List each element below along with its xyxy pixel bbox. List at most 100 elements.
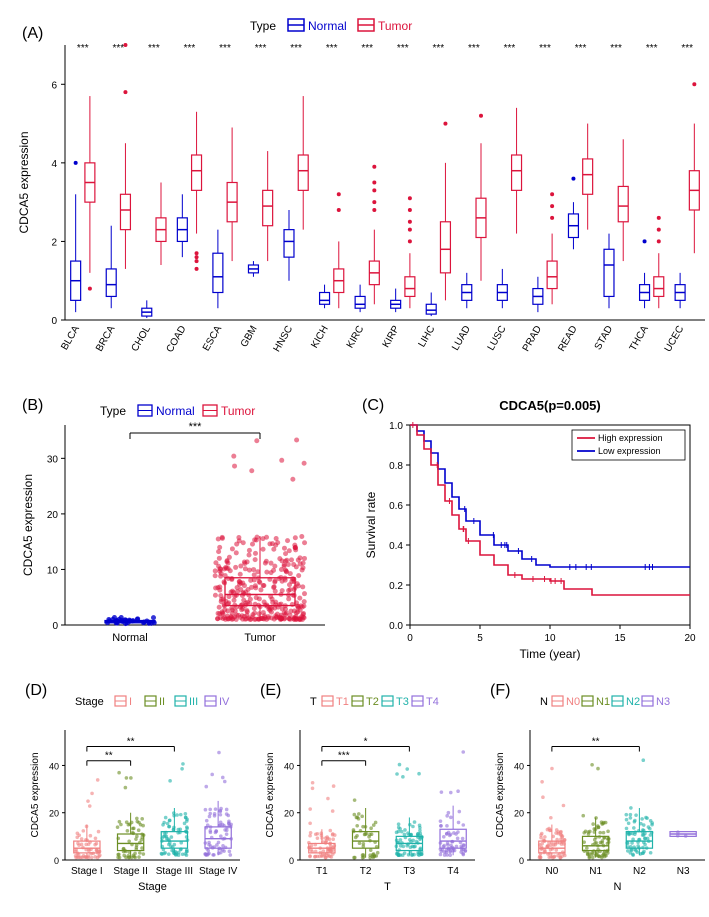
svg-text:PRAD: PRAD: [521, 324, 544, 354]
svg-text:KIRC: KIRC: [345, 324, 366, 350]
svg-text:*: *: [364, 737, 368, 748]
svg-text:N2: N2: [626, 696, 640, 708]
svg-text:I: I: [129, 696, 132, 708]
svg-text:0: 0: [52, 621, 58, 632]
svg-text:***: ***: [148, 43, 160, 54]
svg-text:LUAD: LUAD: [450, 324, 473, 353]
svg-text:0: 0: [54, 856, 59, 866]
svg-text:***: ***: [539, 43, 551, 54]
svg-text:LUSC: LUSC: [486, 324, 509, 353]
svg-text:40: 40: [49, 761, 59, 771]
svg-text:T4: T4: [426, 696, 439, 708]
svg-text:T2: T2: [360, 866, 372, 877]
svg-text:Stage I: Stage I: [71, 866, 103, 877]
svg-text:STAD: STAD: [593, 324, 615, 352]
svg-text:LIHC: LIHC: [417, 324, 438, 349]
svg-text:COAD: COAD: [165, 324, 189, 355]
svg-text:***: ***: [338, 751, 350, 762]
panel-d: (D)StageIIIIIIIV02040CDCA5 expressionSta…: [25, 682, 240, 893]
svg-text:***: ***: [255, 43, 267, 54]
svg-text:***: ***: [432, 43, 444, 54]
svg-text:15: 15: [614, 633, 626, 644]
svg-text:***: ***: [681, 43, 693, 54]
svg-text:BLCA: BLCA: [59, 324, 82, 352]
svg-text:0.6: 0.6: [389, 501, 403, 512]
svg-text:***: ***: [610, 43, 622, 54]
svg-text:Stage III: Stage III: [156, 866, 193, 877]
panel-a-label: (A): [22, 25, 43, 42]
svg-text:***: ***: [646, 43, 658, 54]
svg-text:6: 6: [51, 80, 57, 91]
svg-text:**: **: [127, 737, 135, 748]
svg-text:(F): (F): [490, 682, 510, 699]
svg-text:CDCA5(p=0.005): CDCA5(p=0.005): [499, 398, 601, 413]
svg-text:GBM: GBM: [239, 324, 260, 349]
svg-text:***: ***: [189, 421, 203, 433]
svg-text:II: II: [159, 696, 165, 708]
svg-text:CDCA5 expression: CDCA5 expression: [30, 752, 41, 837]
svg-text:(B): (B): [22, 397, 43, 414]
svg-text:1.0: 1.0: [389, 421, 403, 432]
svg-text:T4: T4: [447, 866, 459, 877]
svg-text:Tumor: Tumor: [378, 19, 412, 33]
svg-text:Normal: Normal: [112, 632, 147, 644]
panel-a: (A)TypeNormalTumor0246CDCA5 expression**…: [17, 19, 705, 355]
svg-text:Stage: Stage: [138, 881, 167, 893]
svg-text:Normal: Normal: [308, 19, 347, 33]
svg-text:N2: N2: [633, 866, 646, 877]
svg-text:T: T: [310, 696, 317, 708]
svg-text:***: ***: [504, 43, 516, 54]
svg-text:0.8: 0.8: [389, 461, 403, 472]
svg-text:T1: T1: [316, 866, 328, 877]
svg-text:T1: T1: [336, 696, 349, 708]
svg-text:N0: N0: [566, 696, 580, 708]
svg-text:Stage II: Stage II: [113, 866, 147, 877]
svg-text:BRCA: BRCA: [94, 324, 118, 354]
svg-text:0: 0: [289, 856, 294, 866]
svg-text:10: 10: [544, 633, 556, 644]
figure-container: (A)TypeNormalTumor0246CDCA5 expression**…: [10, 10, 709, 907]
svg-text:N3: N3: [656, 696, 670, 708]
svg-text:N: N: [614, 881, 622, 893]
svg-text:5: 5: [477, 633, 483, 644]
svg-text:30: 30: [47, 454, 59, 465]
svg-text:CDCA5 expression: CDCA5 expression: [21, 474, 35, 576]
svg-text:IV: IV: [219, 696, 230, 708]
svg-text:THCA: THCA: [628, 324, 651, 353]
panel-c: (C)CDCA5(p=0.005)051015200.00.20.40.60.8…: [362, 397, 696, 661]
svg-text:N1: N1: [589, 866, 602, 877]
svg-text:N1: N1: [596, 696, 610, 708]
svg-text:20: 20: [684, 633, 696, 644]
svg-text:Type: Type: [250, 19, 276, 33]
svg-text:HNSC: HNSC: [272, 324, 296, 354]
panel-f: (F)NN0N1N2N302040CDCA5 expressionNN0N1N2…: [490, 682, 705, 893]
svg-text:UCEC: UCEC: [663, 324, 687, 354]
svg-text:T2: T2: [366, 696, 379, 708]
svg-text:KIRP: KIRP: [381, 324, 402, 350]
svg-text:***: ***: [184, 43, 196, 54]
svg-text:**: **: [592, 737, 600, 748]
svg-text:Tumor: Tumor: [244, 632, 276, 644]
svg-text:Stage IV: Stage IV: [199, 866, 238, 877]
svg-text:(C): (C): [362, 397, 384, 414]
svg-text:(E): (E): [260, 682, 281, 699]
svg-text:III: III: [189, 696, 198, 708]
svg-text:20: 20: [284, 809, 294, 819]
svg-text:***: ***: [326, 43, 338, 54]
svg-text:CDCA5 expression: CDCA5 expression: [495, 752, 506, 837]
svg-text:ESCA: ESCA: [201, 324, 224, 353]
svg-text:N0: N0: [545, 866, 558, 877]
svg-text:T3: T3: [404, 866, 416, 877]
svg-text:**: **: [105, 751, 113, 762]
svg-text:KICH: KICH: [309, 324, 330, 350]
svg-text:***: ***: [397, 43, 409, 54]
panel-a-legend: Type Normal Tumor: [250, 19, 412, 33]
svg-text:N3: N3: [677, 866, 690, 877]
svg-text:Low expression: Low expression: [598, 446, 661, 456]
svg-text:0.2: 0.2: [389, 581, 403, 592]
svg-text:20: 20: [49, 809, 59, 819]
svg-text:***: ***: [290, 43, 302, 54]
svg-text:20: 20: [47, 510, 59, 521]
svg-text:High expression: High expression: [598, 433, 663, 443]
panel-e: (E)TT1T2T3T402040CDCA5 expressionTT1T2T3…: [260, 682, 475, 893]
